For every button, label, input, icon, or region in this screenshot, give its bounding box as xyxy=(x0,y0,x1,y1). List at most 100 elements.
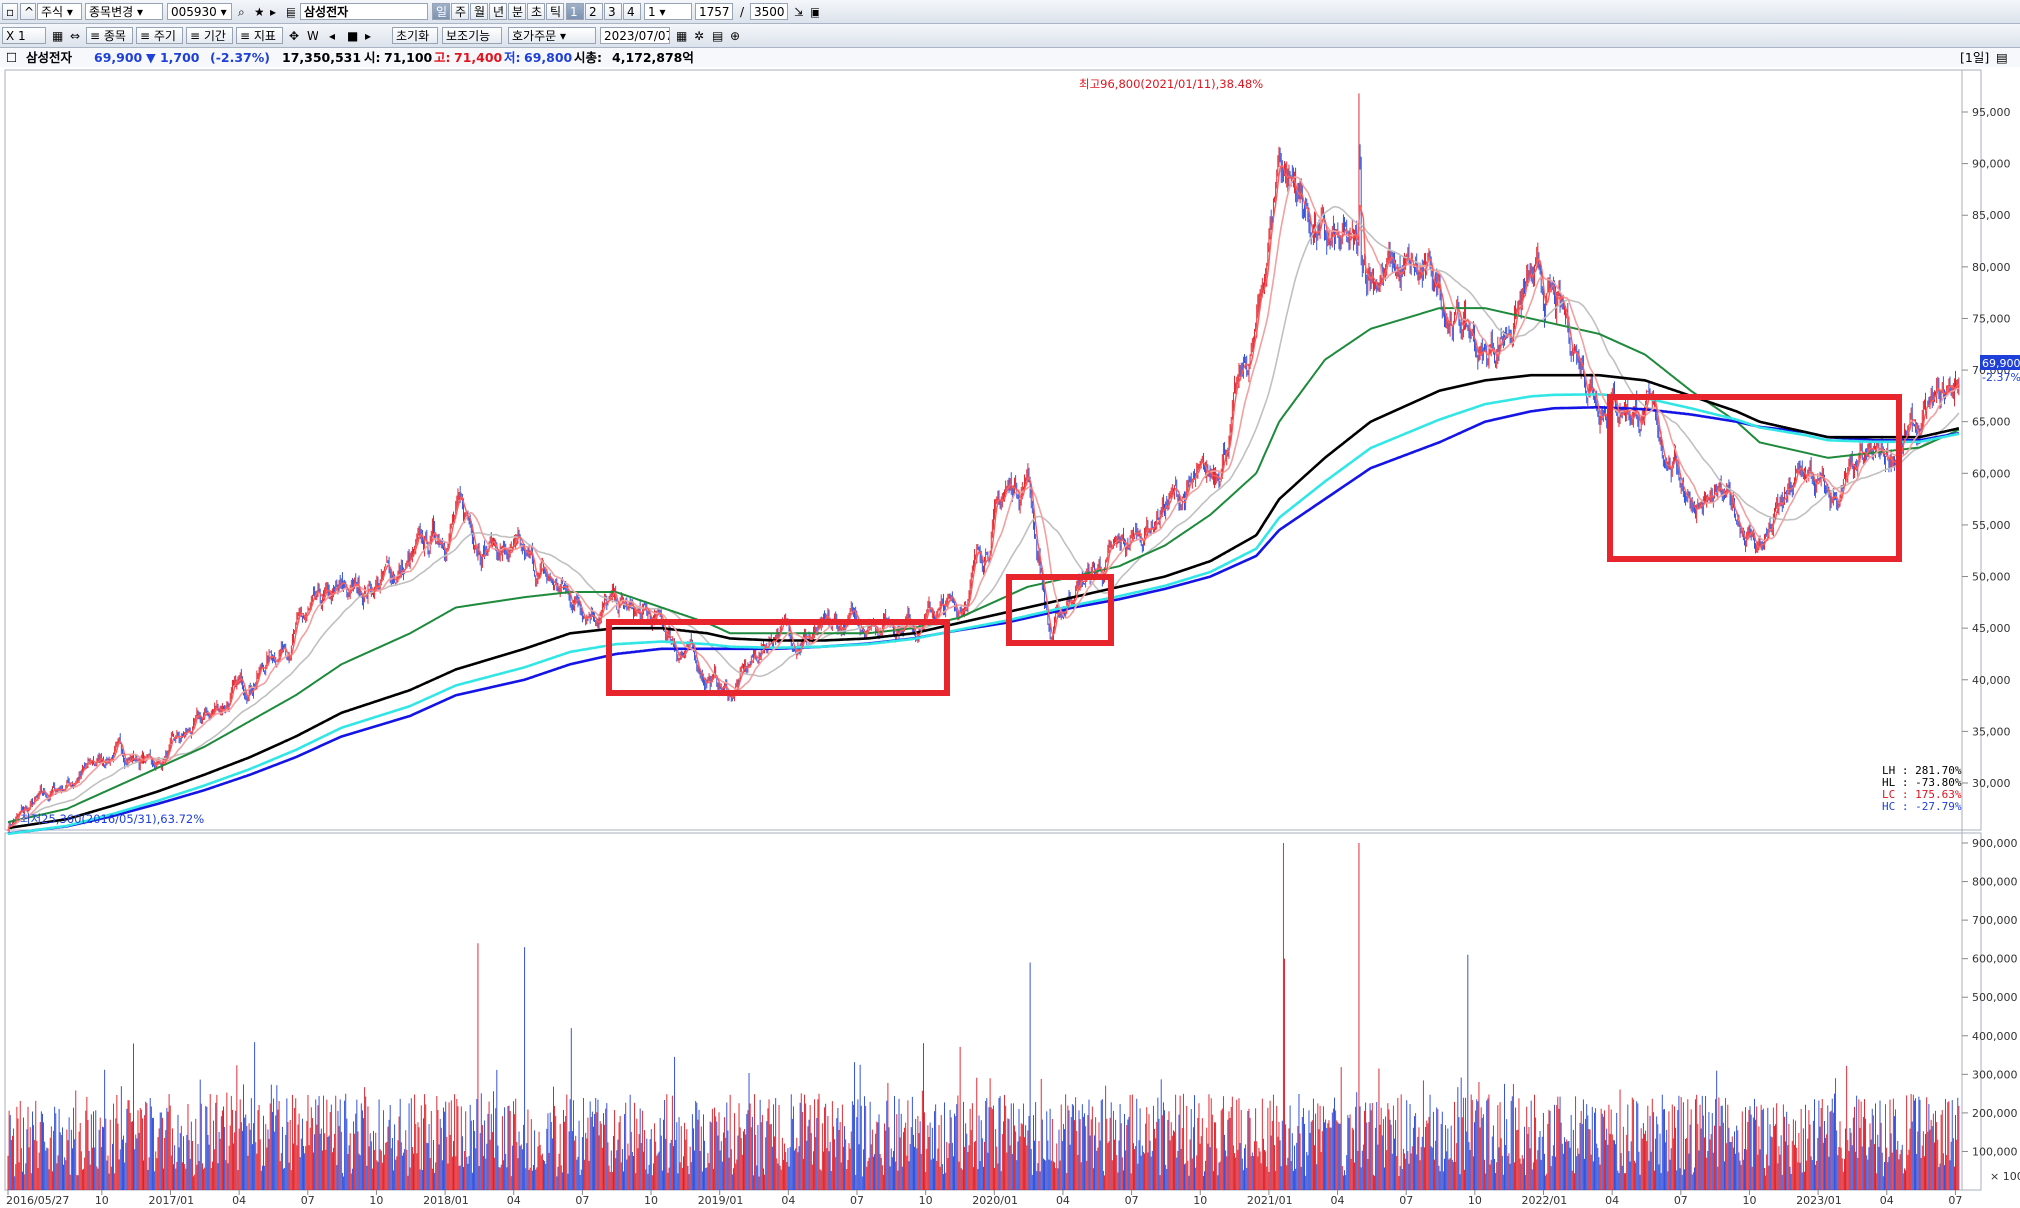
period-num-2[interactable]: 2 xyxy=(585,3,603,20)
volume-tick-label: 600,000 xyxy=(1972,953,2018,966)
date-tick-label: 07 xyxy=(575,1194,589,1207)
grid-icon[interactable]: ▦ xyxy=(52,29,64,43)
volume-tick-label: 100,000 xyxy=(1972,1145,2018,1158)
scale-icon[interactable]: ⇔ xyxy=(70,29,81,43)
date-tick-label: 04 xyxy=(1331,1194,1345,1207)
date-tick-label: 2021/01 xyxy=(1247,1194,1293,1207)
period-minute[interactable]: 분 xyxy=(508,3,526,20)
prev-icon[interactable]: ◂ xyxy=(329,29,336,43)
indicator-button[interactable]: ≡ 지표 xyxy=(236,27,283,44)
draw-icon[interactable]: W xyxy=(307,29,319,43)
current-price-label: 69,900 xyxy=(1982,357,2020,370)
total-count-field[interactable]: 3500 xyxy=(750,3,788,20)
volume-tick-label: 800,000 xyxy=(1972,876,2018,889)
date-tick-label: 10 xyxy=(1193,1194,1207,1207)
volume-unit-label: × 100 xyxy=(1990,1170,2020,1183)
period-second[interactable]: 초 xyxy=(527,3,545,20)
date-tick-label: 07 xyxy=(1948,1194,1962,1207)
lock-icon[interactable]: ▫ xyxy=(2,3,18,20)
date-tick-label: 04 xyxy=(1605,1194,1619,1207)
item-button[interactable]: ≡ 종목 xyxy=(86,27,133,44)
period-num-4[interactable]: 4 xyxy=(623,3,641,20)
date-input[interactable]: 2023/07/07 xyxy=(600,27,670,44)
checkbox-icon[interactable]: ☐ xyxy=(6,50,18,65)
up-icon[interactable]: ^ xyxy=(20,3,36,20)
date-tick-label: 04 xyxy=(232,1194,246,1207)
price-tick-label: 65,000 xyxy=(1972,416,2011,429)
price-tick-label: 30,000 xyxy=(1972,777,2011,790)
info-price: 69,900 xyxy=(94,50,143,65)
save-icon[interactable]: ▣ xyxy=(806,3,820,20)
date-tick-label: 10 xyxy=(644,1194,658,1207)
info-market-cap: 4,172,878억 xyxy=(612,50,694,65)
period-year[interactable]: 년 xyxy=(489,3,507,20)
info-high-label: 고: xyxy=(434,50,451,65)
range-button[interactable]: ≡ 기간 xyxy=(186,27,233,44)
cycle-button[interactable]: ≡ 주기 xyxy=(136,27,183,44)
memo-icon[interactable]: ▤ xyxy=(282,3,296,20)
info-stock-name: 삼성전자 xyxy=(26,50,73,65)
stop-icon[interactable]: ■ xyxy=(347,29,359,43)
code-input[interactable]: 005930 ▾ xyxy=(167,3,232,20)
period-week[interactable]: 주 xyxy=(451,3,469,20)
period-tick[interactable]: 틱 xyxy=(546,3,564,20)
item-change-select[interactable]: 종목변경 ▾ xyxy=(85,3,163,20)
favorite-star-icon[interactable]: ★ xyxy=(254,5,264,19)
low-annotation: 최저25,360(2016/05/31),63.72% xyxy=(20,812,204,826)
moving-average-lines xyxy=(7,164,1960,836)
stat-lh: LH : 281.70% xyxy=(1882,764,1962,777)
date-tick-label: 2022/01 xyxy=(1522,1194,1568,1207)
stock-chart[interactable]: 30,000 35,000 40,000 45,000 50,000 55,000 60,0… xyxy=(0,67,2020,1208)
period-month[interactable]: 월 xyxy=(470,3,488,20)
order-button[interactable]: 호가주문 ▾ xyxy=(508,27,596,44)
date-tick-label: 04 xyxy=(1880,1194,1894,1207)
date-tick-label: 07 xyxy=(301,1194,315,1207)
volume-tick-label: 500,000 xyxy=(1972,991,2018,1004)
period-tag: [1일] xyxy=(1960,50,1990,65)
info-volume: 17,350,531 xyxy=(282,50,362,65)
date-tick-label: 2019/01 xyxy=(698,1194,744,1207)
reset-button[interactable]: 초기화 xyxy=(392,27,438,44)
period-num-active[interactable]: 1 xyxy=(566,3,584,20)
price-axis: 30,000 35,000 40,000 45,000 50,000 55,000 60,0… xyxy=(1962,106,2011,790)
calendar-icon[interactable]: ▦ xyxy=(676,29,688,43)
search-icon[interactable]: ⌕ xyxy=(238,5,245,19)
highlight-box-2018 xyxy=(606,619,950,696)
next-icon[interactable]: ▸ xyxy=(270,5,277,19)
volume-bars xyxy=(7,843,1960,1190)
date-tick-label: 07 xyxy=(1125,1194,1139,1207)
period-num-3[interactable]: 3 xyxy=(604,3,622,20)
date-tick-label: 10 xyxy=(919,1194,933,1207)
period-day[interactable]: 일 xyxy=(432,3,450,20)
current-pct-label: -2.37% xyxy=(1982,371,2020,384)
date-tick-label: 04 xyxy=(1056,1194,1070,1207)
visible-count-stepper[interactable]: 1757 xyxy=(695,3,733,20)
table-icon[interactable]: ▤ xyxy=(712,29,724,43)
move-icon[interactable]: ✥ xyxy=(289,29,300,43)
play-icon[interactable]: ▸ xyxy=(365,29,372,43)
price-tick-label: 45,000 xyxy=(1972,622,2011,635)
panel-menu-icon[interactable]: ▤ xyxy=(1996,50,2008,65)
quote-info-bar: ☐ 삼성전자 69,900 ▼ 1,700 (-2.37%) 17,350,53… xyxy=(0,48,2020,68)
aux-function-button[interactable]: 보조기능 xyxy=(442,27,502,44)
settings-gear-icon[interactable]: ✲ xyxy=(694,29,705,43)
info-low: 69,800 xyxy=(524,50,573,65)
ratio-button[interactable]: X 1 xyxy=(2,27,46,44)
price-tick-label: 50,000 xyxy=(1972,571,2011,584)
link-icon[interactable]: ⊕ xyxy=(730,29,741,43)
second-toolbar: X 1 ▦ ⇔ ≡ 종목 ≡ 주기 ≡ 기간 ≡ 지표 ✥ W ◂ ■ ▸ 초기… xyxy=(0,24,2020,48)
slash-divider: / xyxy=(740,5,745,19)
ma240-line xyxy=(7,373,1960,830)
highlight-box-2022 xyxy=(1607,394,1902,562)
volume-axis: 100,000 200,000 300,000 400,000 500,000 600,0… xyxy=(1962,837,2018,1158)
info-open: 71,100 xyxy=(384,50,433,65)
market-select[interactable]: 주식 ▾ xyxy=(37,3,82,20)
count-select[interactable]: 1 ▾ xyxy=(644,3,692,20)
price-tick-label: 55,000 xyxy=(1972,519,2011,532)
price-tick-label: 40,000 xyxy=(1972,674,2011,687)
apply-icon[interactable]: ⇲ xyxy=(794,5,804,19)
price-tick-label: 85,000 xyxy=(1972,209,2011,222)
date-axis: 2016/05/27 10 2017/01 04 07 10 2018/01 04 07 10 20… xyxy=(6,1190,1962,1207)
date-tick-label: 2016/05/27 xyxy=(6,1194,69,1207)
stat-hl: HL : -73.80% xyxy=(1882,776,1962,789)
